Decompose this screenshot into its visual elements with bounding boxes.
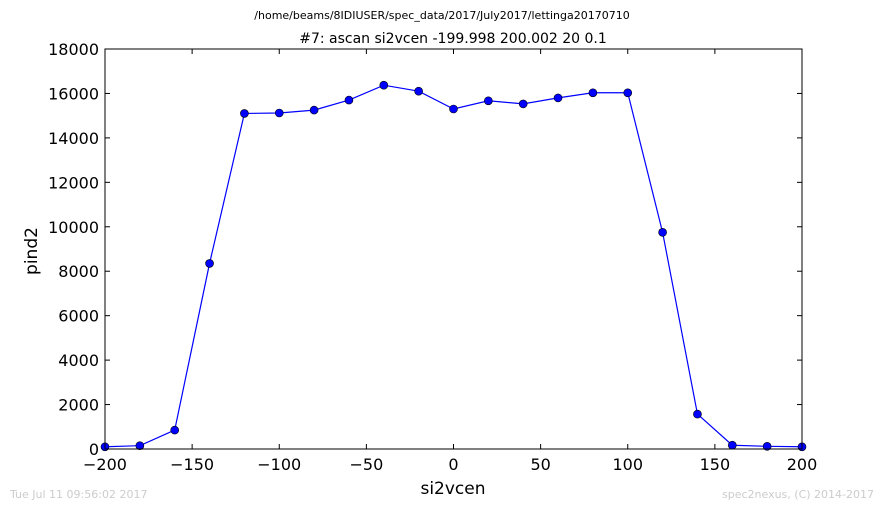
y-tick-label: 6000 bbox=[58, 307, 99, 326]
data-point bbox=[449, 104, 458, 114]
data-point bbox=[379, 80, 389, 90]
data-point bbox=[623, 88, 633, 98]
x-tick-label: 0 bbox=[448, 455, 458, 474]
x-axis-label: si2vcen bbox=[420, 479, 485, 499]
data-point bbox=[205, 259, 214, 268]
x-tick-label: −150 bbox=[170, 455, 214, 474]
plot-area: −200 −150 −100 −50 0 50 100 150 2000200040006000… bbox=[48, 40, 817, 474]
data-point bbox=[588, 88, 598, 98]
footer-timestamp: Tue Jul 11 09:56:02 2017 bbox=[9, 488, 147, 501]
data-point bbox=[274, 108, 284, 118]
y-tick-label: 4000 bbox=[58, 351, 99, 370]
chart-title: #7: ascan si2vcen -199.998 200.002 20 0.… bbox=[299, 31, 607, 47]
data-point bbox=[762, 442, 772, 451]
x-tick-label: 50 bbox=[530, 455, 550, 474]
y-axis-label: pind2 bbox=[22, 227, 42, 275]
x-tick-label: −200 bbox=[83, 455, 127, 474]
y-tick-label: 12000 bbox=[48, 173, 99, 192]
x-tick-label: −100 bbox=[257, 455, 301, 474]
data-point bbox=[309, 105, 319, 115]
y-tick-label: 18000 bbox=[48, 40, 99, 59]
data-point bbox=[170, 425, 179, 435]
y-tick-label: 2000 bbox=[58, 396, 99, 415]
data-point bbox=[658, 228, 667, 237]
plot-background bbox=[105, 49, 802, 449]
data-point bbox=[553, 93, 563, 103]
figure-suptitle: /home/beams/8IDIUSER/spec_data/2017/July… bbox=[254, 9, 629, 22]
data-point bbox=[240, 109, 249, 118]
data-point bbox=[518, 99, 528, 109]
x-tick-label: 150 bbox=[700, 455, 731, 474]
y-tick-label: 10000 bbox=[48, 218, 99, 237]
x-tick-label: 100 bbox=[612, 455, 643, 474]
y-tick-label: 0 bbox=[89, 440, 99, 459]
data-point bbox=[727, 440, 737, 450]
data-point bbox=[693, 409, 702, 419]
data-point bbox=[414, 86, 423, 96]
data-point bbox=[484, 96, 493, 106]
x-tick-label: 200 bbox=[787, 455, 818, 474]
y-tick-label: 14000 bbox=[48, 129, 99, 148]
data-point bbox=[344, 95, 354, 105]
x-tick-label: −50 bbox=[349, 455, 383, 474]
y-tick-label: 8000 bbox=[58, 262, 99, 281]
data-point bbox=[135, 441, 145, 450]
plot-frame bbox=[104, 48, 803, 450]
y-tick-label: 16000 bbox=[48, 84, 99, 103]
footer-credit: spec2nexus, (C) 2014-2017 bbox=[722, 488, 874, 501]
